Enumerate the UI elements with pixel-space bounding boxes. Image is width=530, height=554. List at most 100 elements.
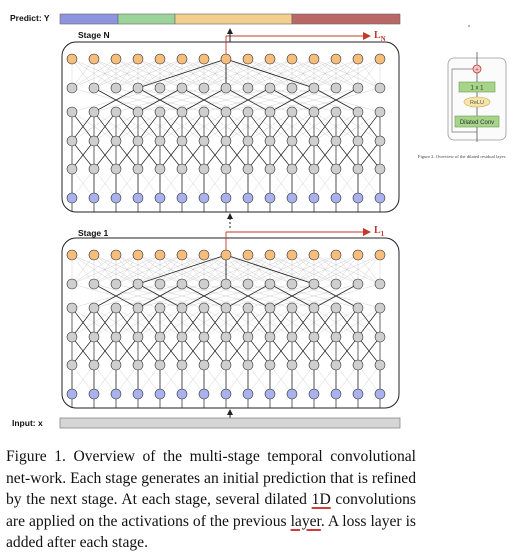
- output-node: [198, 249, 210, 261]
- hidden-node: [374, 331, 386, 343]
- hidden-node: [88, 106, 100, 118]
- input-node: [352, 388, 364, 400]
- output-node: [352, 53, 364, 65]
- hidden-node: [132, 82, 144, 94]
- hidden-node: [176, 163, 188, 175]
- hidden-node: [220, 135, 232, 147]
- hidden-node: [220, 106, 232, 118]
- svg-text:ReLU: ReLU: [470, 100, 484, 106]
- hidden-node: [308, 163, 320, 175]
- hidden-node: [352, 163, 364, 175]
- hidden-node: [154, 106, 166, 118]
- hidden-node: [88, 135, 100, 147]
- hidden-node: [374, 359, 386, 371]
- output-node: [374, 249, 386, 261]
- input-node: [374, 388, 386, 400]
- output-node: [176, 249, 188, 261]
- stage-frame: [61, 41, 400, 213]
- hidden-node: [286, 135, 298, 147]
- input-node: [110, 192, 122, 204]
- hidden-node: [88, 163, 100, 175]
- hidden-node: [198, 302, 210, 314]
- predict-bar: [59, 13, 401, 25]
- hidden-node: [176, 106, 188, 118]
- figure-2-caption: Figure 2. Overview of the dilated residu…: [418, 154, 507, 159]
- hidden-node: [110, 331, 122, 343]
- input-node: [220, 388, 232, 400]
- dilated-residual-layer: + 1 x 1 ReLU Dilated Conv: [447, 52, 507, 142]
- output-node: [220, 53, 232, 65]
- hidden-node: [308, 302, 320, 314]
- hidden-node: [242, 163, 254, 175]
- hidden-node: [352, 82, 364, 94]
- predict-segment: [117, 13, 176, 25]
- hidden-node: [154, 163, 166, 175]
- hidden-node: [330, 135, 342, 147]
- output-node: [264, 249, 276, 261]
- hidden-node: [264, 106, 276, 118]
- hidden-node: [374, 106, 386, 118]
- output-node: [132, 249, 144, 261]
- output-node: [88, 249, 100, 261]
- hidden-node: [330, 302, 342, 314]
- hidden-node: [308, 82, 320, 94]
- hidden-node: [176, 82, 188, 94]
- input-node: [132, 192, 144, 204]
- hidden-node: [66, 106, 78, 118]
- hidden-node: [176, 359, 188, 371]
- hidden-node: [154, 359, 166, 371]
- output-node: [110, 249, 122, 261]
- input-node: [308, 388, 320, 400]
- hidden-node: [110, 135, 122, 147]
- output-node: [242, 53, 254, 65]
- hidden-node: [154, 135, 166, 147]
- hidden-node: [66, 135, 78, 147]
- hidden-node: [88, 302, 100, 314]
- input-node: [110, 388, 122, 400]
- hidden-node: [88, 82, 100, 94]
- stage-n-block: [61, 32, 400, 213]
- hidden-node: [352, 331, 364, 343]
- hidden-node: [330, 106, 342, 118]
- input-node: [264, 192, 276, 204]
- input-node: [286, 192, 298, 204]
- hidden-node: [352, 278, 364, 290]
- hidden-node: [264, 278, 276, 290]
- hidden-node: [198, 82, 210, 94]
- output-node: [110, 53, 122, 65]
- red-dot: [468, 25, 470, 27]
- hidden-node: [198, 331, 210, 343]
- stage-n-loss: LN: [374, 30, 386, 43]
- hidden-node: [220, 302, 232, 314]
- hidden-node: [198, 278, 210, 290]
- hidden-node: [88, 331, 100, 343]
- hidden-node: [242, 278, 254, 290]
- hidden-node: [132, 135, 144, 147]
- hidden-node: [110, 359, 122, 371]
- hidden-node: [308, 359, 320, 371]
- hidden-node: [330, 163, 342, 175]
- hidden-node: [154, 82, 166, 94]
- input-label: Input: x: [12, 418, 43, 428]
- svg-text:Dilated Conv: Dilated Conv: [460, 120, 494, 126]
- hidden-node: [286, 302, 298, 314]
- stage-n-title: Stage N: [78, 30, 110, 40]
- hidden-node: [176, 135, 188, 147]
- stage-1-block: [61, 228, 400, 409]
- predict-segment: [174, 13, 293, 25]
- hidden-node: [264, 331, 276, 343]
- predict-segment: [59, 13, 119, 25]
- hidden-node: [220, 82, 232, 94]
- output-node: [198, 53, 210, 65]
- input-node: [154, 388, 166, 400]
- hidden-node: [352, 359, 364, 371]
- output-node: [220, 249, 232, 261]
- conv1x1-box: [458, 81, 496, 93]
- hidden-node: [198, 135, 210, 147]
- svg-text:1 x 1: 1 x 1: [470, 86, 484, 92]
- hidden-node: [198, 106, 210, 118]
- input-node: [198, 192, 210, 204]
- hidden-node: [374, 302, 386, 314]
- input-node: [374, 192, 386, 204]
- hidden-node: [110, 278, 122, 290]
